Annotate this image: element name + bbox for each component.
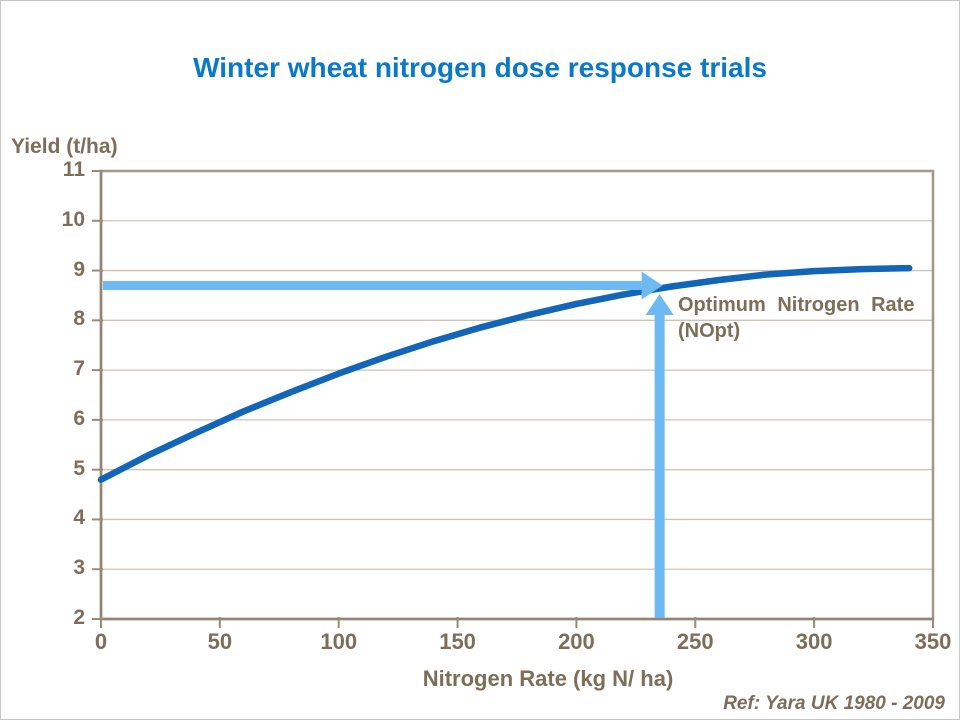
x-tick-label: 50 xyxy=(207,629,233,654)
y-tick-label: 9 xyxy=(73,257,85,281)
x-tick-label: 200 xyxy=(558,629,595,654)
y-tick-label: 5 xyxy=(73,456,85,480)
optimum-annotation-line1: Optimum Nitrogen Rate xyxy=(678,294,915,316)
optimum-vertical-arrow-shaft xyxy=(654,313,665,618)
optimum-horizontal-arrow-head xyxy=(641,271,663,300)
optimum-horizontal-arrow-shaft xyxy=(103,280,642,290)
y-tick-label: 10 xyxy=(61,207,85,231)
chart-title: Winter wheat nitrogen dose response tria… xyxy=(193,52,767,83)
optimum-vertical-arrow-head xyxy=(645,294,674,315)
x-tick-label: 0 xyxy=(94,629,108,654)
x-tick-label: 350 xyxy=(914,629,952,654)
x-axis-title: Nitrogen Rate (kg N/ ha) xyxy=(422,666,674,691)
y-tick-label: 2 xyxy=(73,606,85,629)
y-tick-label: 6 xyxy=(73,406,85,430)
y-tick-label: 7 xyxy=(73,357,85,381)
x-tick-label: 300 xyxy=(795,629,833,654)
plot-border xyxy=(99,169,935,621)
x-tick-label: 250 xyxy=(676,629,714,654)
optimum-annotation-line2: (NOpt) xyxy=(678,320,741,342)
y-tick-label: 3 xyxy=(73,556,85,580)
y-tick-label: 4 xyxy=(73,506,85,530)
y-tick-label: 8 xyxy=(73,307,85,331)
y-axis-title: Yield (t/ha) xyxy=(11,135,118,158)
optimum-annotation: Optimum Nitrogen Rate (NOpt) xyxy=(678,292,928,344)
yield-curve xyxy=(97,264,913,483)
reference-note: Ref: Yara UK 1980 - 2009 xyxy=(723,693,945,714)
x-tick-label: 150 xyxy=(439,629,476,654)
x-tick-label: 100 xyxy=(320,629,358,654)
y-tick-label: 11 xyxy=(62,158,85,181)
